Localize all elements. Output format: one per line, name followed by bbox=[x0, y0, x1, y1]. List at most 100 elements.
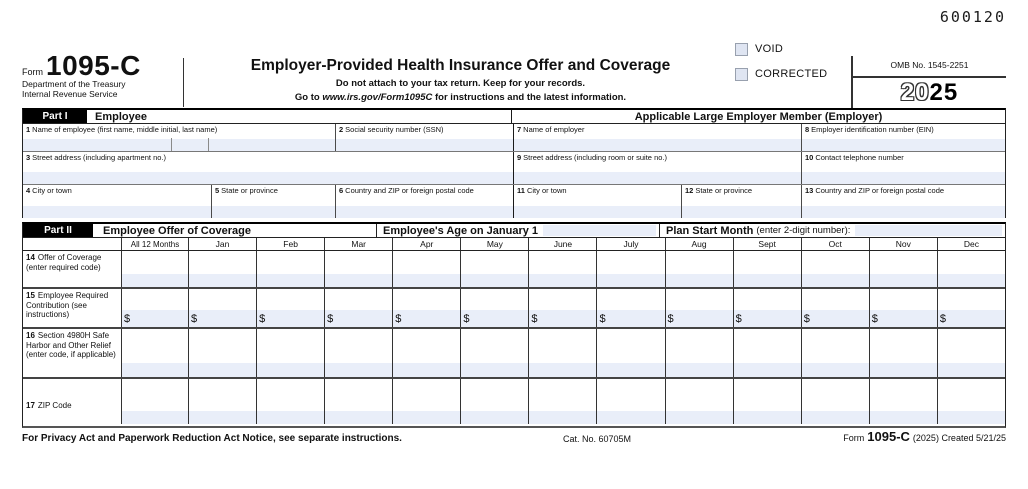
row-16-input-area[interactable] bbox=[122, 363, 188, 377]
row-16-input-area[interactable] bbox=[461, 363, 529, 377]
field-10-phone[interactable]: 10 Contact telephone number bbox=[801, 152, 1005, 184]
row-16-input-area[interactable] bbox=[869, 363, 937, 377]
row-17-cell-apr[interactable] bbox=[392, 379, 461, 424]
field-13-employer-country-zip[interactable]: 13 Country and ZIP or foreign postal code bbox=[801, 185, 1005, 218]
field-8-ein[interactable]: 8 Employer identification number (EIN) bbox=[801, 124, 1005, 151]
field-6-input[interactable] bbox=[336, 205, 513, 218]
row-17-input-area[interactable] bbox=[597, 410, 665, 424]
row-14-input-area[interactable] bbox=[122, 274, 188, 287]
field-3-input[interactable] bbox=[23, 172, 513, 184]
row-16-input-area[interactable] bbox=[529, 363, 597, 377]
row-16-cell-apr[interactable] bbox=[392, 329, 461, 377]
row-17-cell-sept[interactable] bbox=[732, 379, 801, 424]
row-17-input-area[interactable] bbox=[733, 410, 801, 424]
row-15-input-area[interactable] bbox=[597, 310, 665, 327]
field-2-ssn[interactable]: 2 Social security number (SSN) bbox=[335, 124, 513, 151]
field-4-city[interactable]: 4 City or town bbox=[23, 185, 211, 218]
row-17-cell-mar[interactable] bbox=[324, 379, 393, 424]
row-16-cell-oct[interactable] bbox=[800, 329, 869, 377]
row-15-input-area[interactable] bbox=[733, 310, 801, 327]
row-17-input-area[interactable] bbox=[529, 410, 597, 424]
plan-start-month-input[interactable] bbox=[855, 225, 1002, 236]
row-16-cell-may[interactable] bbox=[460, 329, 529, 377]
row-16-cell-aug[interactable] bbox=[664, 329, 733, 377]
row-15-input-area[interactable] bbox=[189, 310, 257, 327]
row-16-cell-all-12-months[interactable] bbox=[121, 329, 188, 377]
row-15-input-area[interactable] bbox=[801, 310, 869, 327]
row-14-input-area[interactable] bbox=[461, 274, 529, 287]
row-14-cell-june[interactable] bbox=[528, 251, 597, 287]
row-16-cell-jan[interactable] bbox=[188, 329, 257, 377]
row-14-input-area[interactable] bbox=[733, 274, 801, 287]
row-14-cell-may[interactable] bbox=[460, 251, 529, 287]
row-15-cell-nov[interactable]: $ bbox=[868, 289, 937, 327]
field-8-input[interactable] bbox=[802, 139, 1005, 151]
field-7-employer-name[interactable]: 7 Name of employer bbox=[513, 124, 801, 151]
row-15-cell-mar[interactable]: $ bbox=[324, 289, 393, 327]
row-15-input-area[interactable] bbox=[257, 310, 325, 327]
row-16-input-area[interactable] bbox=[665, 363, 733, 377]
field-10-input[interactable] bbox=[802, 172, 1005, 184]
row-15-input-area[interactable] bbox=[665, 310, 733, 327]
row-17-input-area[interactable] bbox=[869, 410, 937, 424]
row-17-input-area[interactable] bbox=[257, 410, 325, 424]
row-17-input-area[interactable] bbox=[461, 410, 529, 424]
row-15-input-area[interactable] bbox=[937, 310, 1005, 327]
row-17-cell-jan[interactable] bbox=[188, 379, 257, 424]
field-9-employer-street[interactable]: 9 Street address (including room or suite… bbox=[513, 152, 801, 184]
field-4-input[interactable] bbox=[23, 205, 211, 218]
corrected-checkbox[interactable] bbox=[735, 67, 748, 81]
row-15-cell-dec[interactable]: $ bbox=[936, 289, 1005, 327]
void-checkbox[interactable] bbox=[735, 42, 748, 56]
row-14-input-area[interactable] bbox=[257, 274, 325, 287]
row-16-cell-nov[interactable] bbox=[868, 329, 937, 377]
row-14-input-area[interactable] bbox=[665, 274, 733, 287]
row-15-cell-july[interactable]: $ bbox=[596, 289, 665, 327]
row-14-cell-aug[interactable] bbox=[664, 251, 733, 287]
row-14-input-area[interactable] bbox=[597, 274, 665, 287]
row-15-cell-feb[interactable]: $ bbox=[256, 289, 325, 327]
row-14-cell-oct[interactable] bbox=[800, 251, 869, 287]
row-14-cell-nov[interactable] bbox=[868, 251, 937, 287]
row-15-cell-aug[interactable]: $ bbox=[664, 289, 733, 327]
row-14-input-area[interactable] bbox=[189, 274, 257, 287]
row-14-input-area[interactable] bbox=[529, 274, 597, 287]
row-16-input-area[interactable] bbox=[937, 363, 1005, 377]
row-15-input-area[interactable] bbox=[869, 310, 937, 327]
row-14-cell-dec[interactable] bbox=[936, 251, 1005, 287]
row-15-cell-apr[interactable]: $ bbox=[392, 289, 461, 327]
row-15-input-area[interactable] bbox=[393, 310, 461, 327]
row-16-input-area[interactable] bbox=[325, 363, 393, 377]
field-12-employer-state[interactable]: 12 State or province bbox=[681, 185, 801, 218]
row-17-cell-may[interactable] bbox=[460, 379, 529, 424]
row-17-cell-oct[interactable] bbox=[800, 379, 869, 424]
row-15-input-area[interactable] bbox=[529, 310, 597, 327]
row-14-cell-all-12-months[interactable] bbox=[121, 251, 188, 287]
row-14-input-area[interactable] bbox=[869, 274, 937, 287]
field-6-country-zip[interactable]: 6 Country and ZIP or foreign postal code bbox=[335, 185, 513, 218]
field-11-input[interactable] bbox=[514, 205, 681, 218]
row-16-input-area[interactable] bbox=[189, 363, 257, 377]
row-14-input-area[interactable] bbox=[325, 274, 393, 287]
row-15-cell-all-12-months[interactable]: $ bbox=[121, 289, 188, 327]
row-17-input-area[interactable] bbox=[393, 410, 461, 424]
row-16-cell-mar[interactable] bbox=[324, 329, 393, 377]
row-14-cell-jan[interactable] bbox=[188, 251, 257, 287]
row-17-input-area[interactable] bbox=[122, 410, 188, 424]
row-14-cell-feb[interactable] bbox=[256, 251, 325, 287]
row-17-cell-dec[interactable] bbox=[936, 379, 1005, 424]
field-13-input[interactable] bbox=[802, 205, 1005, 218]
row-16-cell-feb[interactable] bbox=[256, 329, 325, 377]
row-15-input-area[interactable] bbox=[461, 310, 529, 327]
row-16-cell-july[interactable] bbox=[596, 329, 665, 377]
row-16-input-area[interactable] bbox=[597, 363, 665, 377]
field-1-employee-name[interactable]: 1 Name of employee (first name, middle in… bbox=[23, 124, 335, 151]
row-17-cell-nov[interactable] bbox=[868, 379, 937, 424]
row-16-cell-sept[interactable] bbox=[732, 329, 801, 377]
employee-age-input[interactable] bbox=[543, 225, 656, 236]
row-17-cell-july[interactable] bbox=[596, 379, 665, 424]
row-17-input-area[interactable] bbox=[189, 410, 257, 424]
row-17-cell-feb[interactable] bbox=[256, 379, 325, 424]
row-15-cell-sept[interactable]: $ bbox=[732, 289, 801, 327]
row-15-input-area[interactable] bbox=[325, 310, 393, 327]
